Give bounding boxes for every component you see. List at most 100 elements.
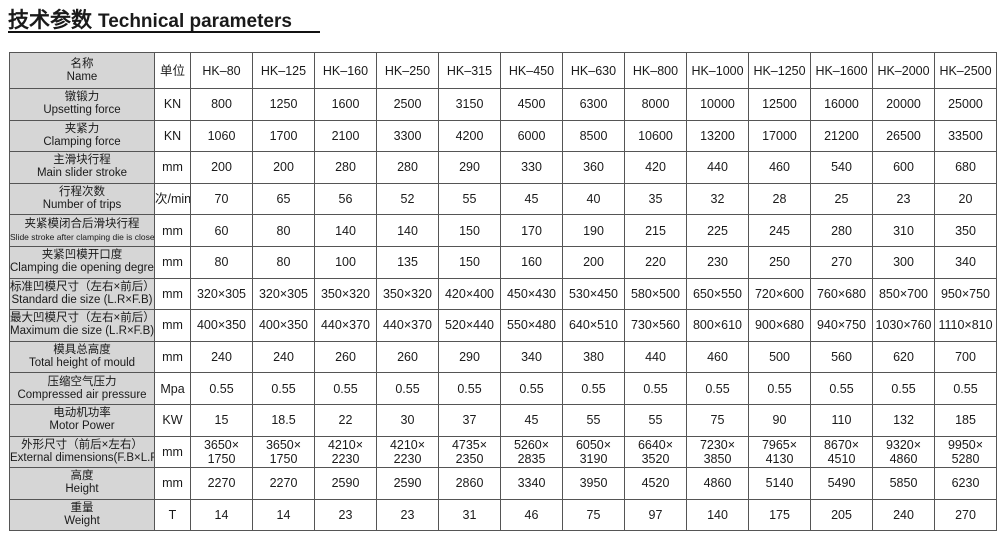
name-en: Clamping force bbox=[43, 135, 121, 148]
value-cell: 0.55 bbox=[252, 372, 315, 405]
value-line: 3520 bbox=[641, 451, 670, 466]
name-cell: 夹紧模闭合后滑块行程 Slide stroke after clamping di… bbox=[9, 214, 155, 247]
value-cell: 1060 bbox=[190, 119, 253, 153]
name-cn: 高度 bbox=[70, 470, 94, 483]
value-cell: 560 bbox=[810, 340, 873, 374]
value-cell: 23 bbox=[872, 182, 935, 216]
value-cell: 760×680 bbox=[810, 277, 873, 311]
value-line: 2230 bbox=[331, 451, 360, 466]
value-line: 3190 bbox=[579, 451, 608, 466]
value-cell: 800×610 bbox=[686, 309, 749, 342]
value-cell: 225 bbox=[686, 214, 749, 247]
value-cell: 4520 bbox=[624, 467, 687, 500]
name-cn: 外形尺寸（前后×左右） bbox=[21, 438, 143, 451]
value-cell: 3300 bbox=[376, 119, 439, 153]
value-cell: 10600 bbox=[624, 119, 687, 153]
value-cell: 340 bbox=[500, 340, 563, 374]
value-cell: 65 bbox=[252, 182, 315, 216]
value-cell: 1600 bbox=[314, 88, 377, 121]
value-cell: 200 bbox=[562, 245, 625, 279]
parameter-table: 名称 Name 单位 HK–80 HK–125 HK–160 HK–250 HK–315 HK–… bbox=[9, 52, 997, 532]
value-cell: 420×400 bbox=[438, 277, 501, 311]
name-cell: 最大凹模尺寸（左右×前后） Maximum die size (L.R×F.B) bbox=[9, 309, 155, 342]
value-cell: 220 bbox=[624, 245, 687, 279]
model-header: HK–315 bbox=[438, 52, 501, 89]
title-en: Technical parameters bbox=[98, 11, 292, 32]
value-cell: 290 bbox=[438, 340, 501, 374]
data-row: 重量 Weight T 14 14 23 23 31 46 75 97 140 175 205 240 270 bbox=[9, 498, 997, 532]
name-cell: 主滑块行程 Main slider stroke bbox=[9, 151, 155, 184]
value-cell: 25 bbox=[810, 182, 873, 216]
value-line: 2230 bbox=[393, 451, 422, 466]
unit-cell: mm bbox=[154, 309, 191, 342]
value-cell: 3950 bbox=[562, 467, 625, 500]
value-cell: 4500 bbox=[500, 88, 563, 121]
unit-cell: mm bbox=[154, 151, 191, 184]
unit-cell: mm bbox=[154, 340, 191, 374]
name-en: Compressed air pressure bbox=[17, 388, 147, 401]
value-cell: 0.55 bbox=[748, 372, 811, 405]
value-cell: 150 bbox=[438, 214, 501, 247]
value-cell: 680 bbox=[934, 151, 997, 184]
value-cell: 56 bbox=[314, 182, 377, 216]
value-cell: 270 bbox=[934, 498, 997, 532]
value-line: 6050× bbox=[575, 437, 612, 452]
value-cell: 8500 bbox=[562, 119, 625, 153]
model-header: HK–80 bbox=[190, 52, 253, 89]
value-cell: 530×450 bbox=[562, 277, 625, 311]
model-header: HK–2000 bbox=[872, 52, 935, 89]
value-line: 7230× bbox=[699, 437, 736, 452]
value-cell: 0.55 bbox=[624, 372, 687, 405]
value-cell: 22 bbox=[314, 403, 377, 437]
value-cell: 17000 bbox=[748, 119, 811, 153]
value-cell: 14 bbox=[190, 498, 253, 532]
value-cell: 140 bbox=[686, 498, 749, 532]
name-cn: 名称 bbox=[70, 57, 94, 70]
data-row: 最大凹模尺寸（左右×前后） Maximum die size (L.R×F.B) m… bbox=[9, 309, 997, 342]
value-cell: 650×550 bbox=[686, 277, 749, 311]
value-line: 5260× bbox=[513, 437, 550, 452]
value-cell: 1250 bbox=[252, 88, 315, 121]
value-cell: 0.55 bbox=[376, 372, 439, 405]
value-cell: 215 bbox=[624, 214, 687, 247]
value-cell: 6230 bbox=[934, 467, 997, 500]
value-cell: 310 bbox=[872, 214, 935, 247]
value-cell: 46 bbox=[500, 498, 563, 532]
value-cell: 55 bbox=[438, 182, 501, 216]
value-cell: 2590 bbox=[314, 467, 377, 500]
value-cell: 40 bbox=[562, 182, 625, 216]
value-cell: 2500 bbox=[376, 88, 439, 121]
value-cell: 2270 bbox=[252, 467, 315, 500]
value-cell: 45 bbox=[500, 403, 563, 437]
data-row: 外形尺寸（前后×左右） External dimensions(F.B×L.R) m… bbox=[9, 435, 997, 469]
value-cell: 35 bbox=[624, 182, 687, 216]
unit-cell: mm bbox=[154, 277, 191, 311]
unit-header: 单位 bbox=[154, 52, 191, 89]
value-cell: 6640× 3520 bbox=[624, 435, 687, 469]
value-cell: 80 bbox=[190, 245, 253, 279]
value-cell: 280 bbox=[810, 214, 873, 247]
value-cell: 5260× 2835 bbox=[500, 435, 563, 469]
value-cell: 440×370 bbox=[314, 309, 377, 342]
unit-cell: mm bbox=[154, 245, 191, 279]
value-cell: 0.55 bbox=[686, 372, 749, 405]
model-header: HK–450 bbox=[500, 52, 563, 89]
value-line: 9320× bbox=[885, 437, 922, 452]
value-cell: 550×480 bbox=[500, 309, 563, 342]
value-cell: 25000 bbox=[934, 88, 997, 121]
value-cell: 4860 bbox=[686, 467, 749, 500]
unit-cell: mm bbox=[154, 214, 191, 247]
value-cell: 1030×760 bbox=[872, 309, 935, 342]
value-cell: 0.55 bbox=[810, 372, 873, 405]
value-cell: 5850 bbox=[872, 467, 935, 500]
value-cell: 140 bbox=[376, 214, 439, 247]
value-cell: 300 bbox=[872, 245, 935, 279]
value-cell: 170 bbox=[500, 214, 563, 247]
name-cell: 标准凹模尺寸（左右×前后） Standard die size (L.R×F.B) bbox=[9, 277, 155, 311]
unit-cell: KN bbox=[154, 119, 191, 153]
value-cell: 350×320 bbox=[376, 277, 439, 311]
value-cell: 0.55 bbox=[314, 372, 377, 405]
value-line: 8670× bbox=[823, 437, 860, 452]
value-cell: 60 bbox=[190, 214, 253, 247]
unit-cell: Mpa bbox=[154, 372, 191, 405]
